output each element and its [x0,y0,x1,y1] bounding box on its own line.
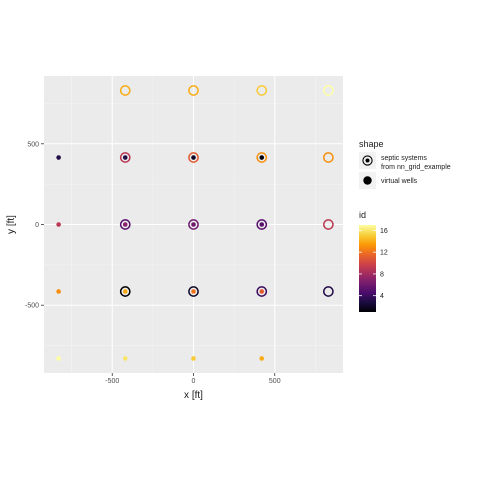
virtual-well-point [56,155,61,160]
septic-system-point [119,85,131,96]
virtual-well-point [122,356,128,361]
septic-system-point [188,152,199,163]
virtual-well-point [259,289,265,294]
x-axis-ticks: -500 0 500 [105,373,281,385]
septic-system-point [188,219,199,230]
legend-key-septic-dot [365,158,370,163]
colorbar-tick-label: 8 [380,271,384,278]
y-tick-label: 0 [35,222,39,229]
septic-system-point [256,219,268,230]
virtual-well-point [56,222,61,227]
septic-system-point [323,85,334,96]
septic-system-point [323,152,334,163]
septic-system-point [188,286,199,297]
septic-system-point [119,219,131,230]
legend-key-wells-dot [363,176,372,185]
septic-system-point [188,85,199,96]
virtual-well-point [259,222,265,227]
virtual-well-point [56,356,61,361]
legend-label-septic-line2: from nn_grid_example [381,164,451,171]
septic-system-point [323,219,334,230]
x-axis-title: x [ft] [184,390,203,401]
y-tick-label: -500 [25,303,39,310]
virtual-well-point [259,155,265,160]
shape-legend-title: shape [359,139,384,149]
x-tick-label: 0 [192,378,196,385]
virtual-well-point [56,289,61,294]
virtual-well-point [122,289,128,294]
colorbar [359,225,376,312]
septic-system-point [323,286,334,297]
virtual-well-point [259,356,265,361]
colorbar-tick-label: 12 [380,250,388,257]
septic-system-point [256,286,268,297]
colorbar-tick-label: 16 [380,228,388,235]
virtual-well-point [191,356,196,361]
virtual-well-point [191,289,196,294]
septic-systems-layer [119,85,334,297]
id-legend-title: id [359,210,366,220]
colorbar-ticks: 4 8 12 16 [359,228,388,300]
septic-system-point [119,286,131,297]
colorbar-tick-label: 4 [380,293,384,300]
y-tick-label: 500 [27,141,39,148]
legend-label-wells: virtual wells [381,178,418,185]
virtual-well-point [122,222,128,227]
virtual-well-point [122,155,128,160]
legend-key-septic-ring [362,155,373,166]
virtual-well-point [191,155,196,160]
id-legend: id 4 8 12 16 [359,210,388,312]
septic-system-point [256,85,268,96]
y-axis-ticks: -500 0 500 [25,141,44,310]
virtual-well-point [191,222,196,227]
legend-label-septic-line1: septic systems [381,155,427,162]
virtual-wells-layer [56,155,265,361]
x-tick-label: 500 [269,378,281,385]
septic-system-point [119,152,131,163]
x-tick-label: -500 [105,378,119,385]
shape-legend: shape septic systems from nn_grid_exampl… [359,139,451,189]
septic-system-point [256,152,268,163]
y-axis-title: y [ft] [6,215,17,234]
